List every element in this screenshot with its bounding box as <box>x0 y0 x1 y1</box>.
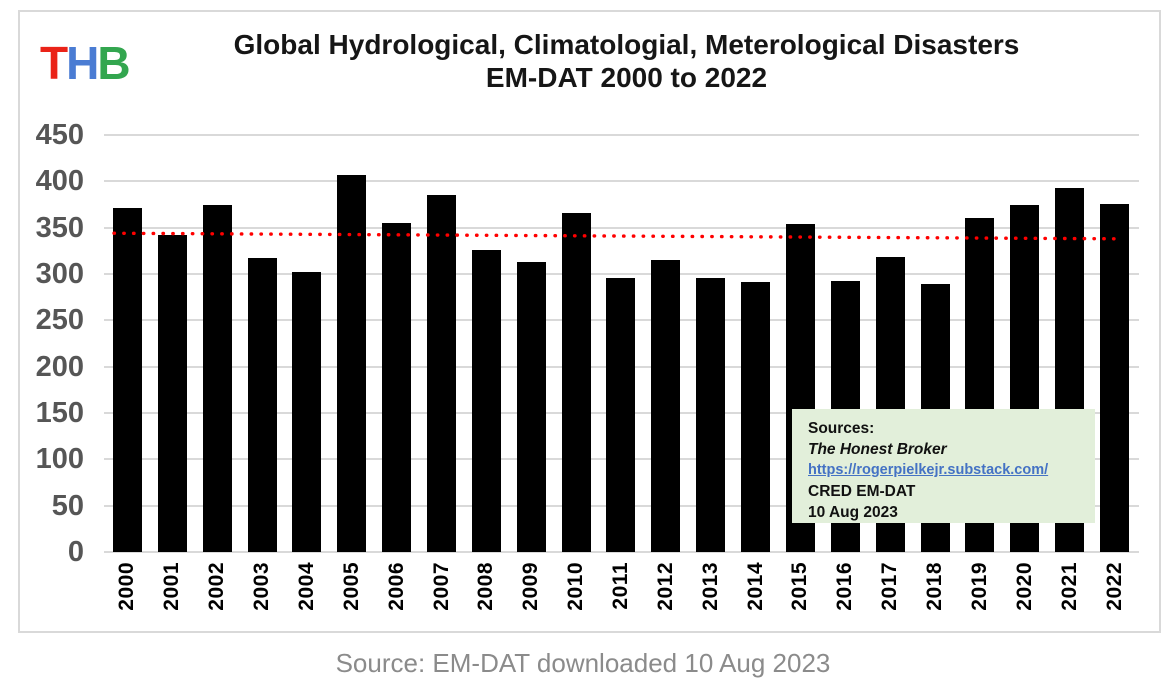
chart-title-line1: Global Hydrological, Climatologial, Mete… <box>233 29 1020 60</box>
x-tick-label-2012: 2012 <box>653 562 677 611</box>
x-tick-label-2021: 2021 <box>1057 562 1081 611</box>
y-tick-label-350: 350 <box>35 211 84 244</box>
logo-letter-t: T <box>40 37 68 89</box>
bar-2011 <box>606 277 636 552</box>
bar-2013 <box>696 277 726 552</box>
x-tick-label-2014: 2014 <box>743 562 767 611</box>
y-tick-label-150: 150 <box>35 397 84 429</box>
x-tick-label-2006: 2006 <box>384 562 408 611</box>
bar-2002 <box>202 204 232 552</box>
y-tick-label-300: 300 <box>35 258 84 290</box>
bar-2003 <box>247 258 277 552</box>
x-tick-label-2003: 2003 <box>250 562 274 611</box>
x-tick-label-2019: 2019 <box>967 562 991 611</box>
trendline <box>112 231 1117 241</box>
gridline-0 <box>104 551 1139 553</box>
x-tick-label-2004: 2004 <box>294 562 318 611</box>
x-tick-label-2002: 2002 <box>205 562 229 611</box>
y-tick-label-50: 50 <box>51 489 84 522</box>
source-box-line-0: Sources: <box>808 420 875 437</box>
y-tick-label-400: 400 <box>35 165 84 198</box>
x-tick-label-2018: 2018 <box>923 562 947 611</box>
gridline-450 <box>104 134 1139 136</box>
chart-title-line2: EM-DAT 2000 to 2022 <box>485 62 768 93</box>
thb-logo: THB <box>40 37 131 89</box>
x-tick-label-2022: 2022 <box>1102 562 1126 611</box>
bar-2007 <box>427 195 457 552</box>
x-tick-label-2017: 2017 <box>878 562 902 611</box>
x-tick-label-2016: 2016 <box>833 562 857 611</box>
x-tick-label-2009: 2009 <box>519 562 543 611</box>
y-tick-label-100: 100 <box>35 443 84 476</box>
x-tick-label-2011: 2011 <box>608 562 632 610</box>
x-tick-label-2010: 2010 <box>564 562 588 611</box>
bar-2006 <box>382 223 412 552</box>
source-box: Sources: The Honest Broker https://rogerpi… <box>792 409 1095 523</box>
source-box-line-3: CRED EM-DAT <box>808 483 916 500</box>
gridline-350 <box>104 226 1139 229</box>
x-tick-label-2020: 2020 <box>1012 562 1036 611</box>
y-tick-label-450: 450 <box>35 119 84 151</box>
bar-2005 <box>337 174 367 552</box>
y-tick-label-200: 200 <box>35 350 84 383</box>
source-box-line-1: The Honest Broker <box>808 441 947 458</box>
bottom-caption: Source: EM-DAT downloaded 10 Aug 2023 <box>335 648 831 678</box>
logo-letter-h: H <box>66 37 99 89</box>
gridline-400 <box>104 180 1139 183</box>
x-tick-label-2013: 2013 <box>698 562 722 611</box>
gridline-300 <box>104 273 1139 275</box>
y-tick-label-250: 250 <box>35 304 84 337</box>
x-tick-label-2007: 2007 <box>429 562 453 611</box>
logo-letter-b: B <box>97 37 130 89</box>
x-tick-label-2001: 2001 <box>160 562 184 611</box>
bar-2009 <box>516 261 546 552</box>
chart-frame: THB Global Hydrological, Climatologial, … <box>18 10 1161 633</box>
x-axis-labels: 2000 2001 2002 2003 2004 2005 2006 2007 2008 2009… <box>105 562 1137 628</box>
bar-2000 <box>112 208 142 552</box>
x-tick-label-2015: 2015 <box>788 562 812 611</box>
x-tick-label-2008: 2008 <box>474 562 498 611</box>
bar-2004 <box>292 272 322 552</box>
bar-2008 <box>471 249 501 552</box>
x-tick-label-2000: 2000 <box>115 562 139 611</box>
x-tick-label-2005: 2005 <box>339 562 363 611</box>
bar-2001 <box>157 235 187 552</box>
bar-2012 <box>651 260 681 552</box>
source-box-line-4: 10 Aug 2023 <box>808 504 898 521</box>
chart-title: Global Hydrological, Climatologial, Mete… <box>110 28 1143 94</box>
bar-2010 <box>561 212 591 552</box>
bar-2022 <box>1100 203 1130 552</box>
y-tick-label-0: 0 <box>67 536 84 568</box>
source-link[interactable]: https://rogerpielkejr.substack.com/ <box>808 462 1049 478</box>
bar-2014 <box>741 282 771 552</box>
